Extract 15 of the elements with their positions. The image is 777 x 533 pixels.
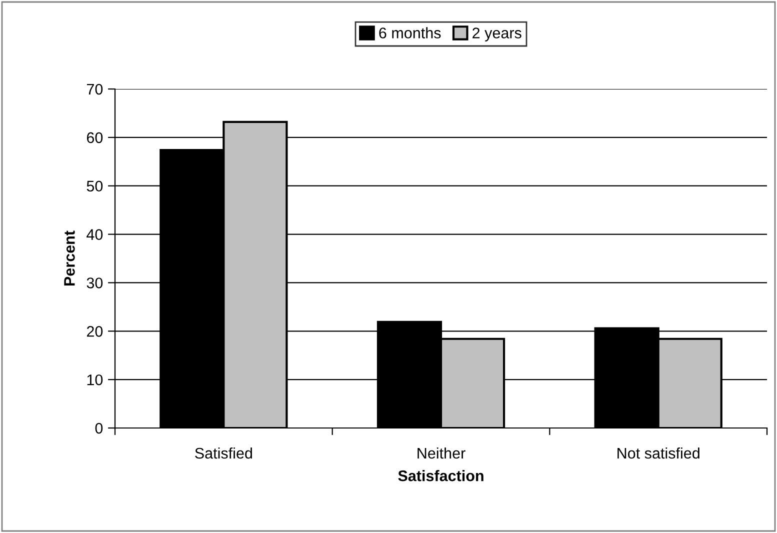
- y-tick-label: 10: [87, 374, 103, 386]
- legend-label: 2 years: [472, 28, 522, 42]
- y-tick-label: 70: [86, 84, 103, 95]
- y-tick-label: 60: [86, 132, 103, 144]
- x-tick-label: Not satisfied: [618, 447, 700, 459]
- legend-label: 6 months: [379, 27, 441, 38]
- y-tick-label: 40: [86, 229, 103, 240]
- y-tick-label: 0: [95, 422, 103, 434]
- y-tick-label: 20: [86, 326, 103, 337]
- y-tick-label: 30: [86, 278, 103, 288]
- x-tick-label: Satisfied: [195, 447, 252, 459]
- y-tick-label: 50: [86, 180, 103, 192]
- x-axis-title: Satisfaction: [398, 470, 484, 482]
- x-tick-label: Neither: [418, 447, 466, 459]
- y-axis-title: Percent: [64, 230, 75, 286]
